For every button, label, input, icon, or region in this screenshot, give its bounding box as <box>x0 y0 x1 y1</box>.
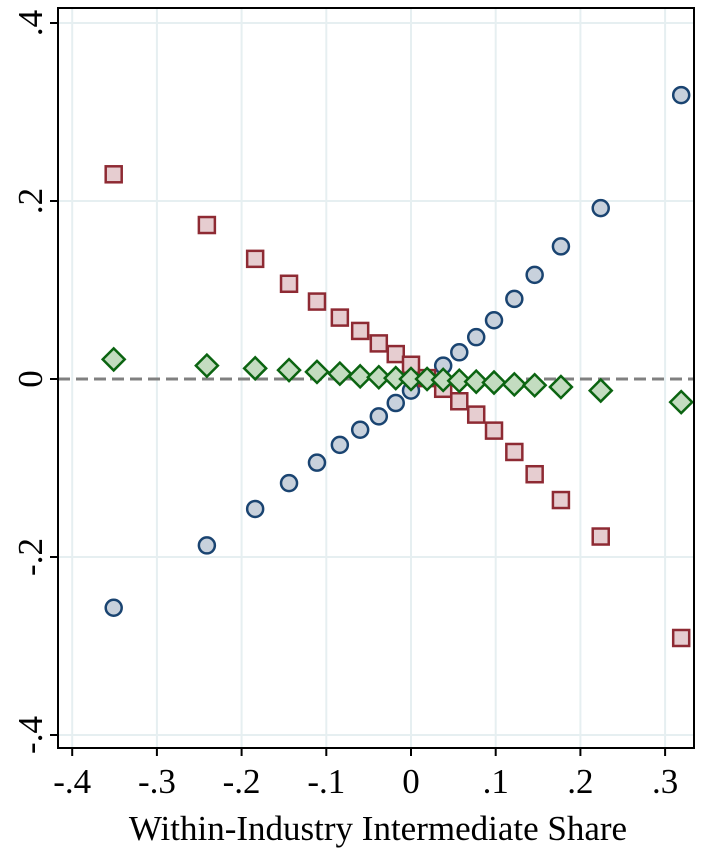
square-point <box>386 344 406 364</box>
x-tick-label: -.3 <box>138 762 176 801</box>
circle-point <box>671 85 691 105</box>
circle-point <box>279 473 299 493</box>
data-points <box>100 85 694 648</box>
diamond-point <box>327 360 353 387</box>
circle-point <box>484 311 504 330</box>
diamond-point <box>347 363 373 390</box>
circle-point <box>450 343 469 362</box>
square-point <box>671 628 691 648</box>
diamond-point <box>242 355 268 382</box>
square-point <box>350 321 370 341</box>
diamond-point <box>276 357 302 383</box>
x-tick-label: -.2 <box>223 762 261 801</box>
circle-point <box>307 453 327 472</box>
circle-point <box>525 265 544 285</box>
x-tick-label: .1 <box>483 762 509 801</box>
diamond-point <box>100 346 127 373</box>
square-point <box>104 165 123 184</box>
diamond-point <box>548 374 574 400</box>
circle-point <box>369 407 389 426</box>
square-point <box>245 249 265 269</box>
diamond-point <box>446 368 473 394</box>
circle-point <box>330 435 350 455</box>
x-axis-label: Within-Industry Intermediate Share <box>129 809 627 848</box>
diamond-point <box>501 371 528 398</box>
square-point <box>591 527 610 546</box>
diamond-point <box>194 352 220 379</box>
y-tick-label: 0 <box>11 370 50 388</box>
circle-point <box>245 499 265 519</box>
circle-point <box>350 420 370 439</box>
x-tick-label: -.4 <box>53 762 91 801</box>
y-tick-label: -.2 <box>11 538 50 576</box>
series-circle <box>104 85 691 617</box>
square-point <box>330 308 350 327</box>
diamond-point <box>304 359 330 385</box>
diamond-point <box>668 389 694 415</box>
square-point <box>197 215 217 235</box>
diamond-point <box>366 364 392 390</box>
square-point <box>484 421 504 440</box>
circle-point <box>197 536 217 555</box>
diamond-point <box>463 368 489 395</box>
circle-point <box>505 289 524 309</box>
square-point <box>307 292 327 311</box>
square-point <box>369 334 389 353</box>
diamond-point <box>587 377 614 404</box>
diamond-point <box>430 367 456 393</box>
circle-point <box>104 598 123 617</box>
diamond-point <box>521 372 548 398</box>
square-point <box>450 392 469 411</box>
x-axis-ticks: -.4 -.3 -.2 -.1 0 .1 .2 .3 <box>53 748 678 801</box>
square-point <box>525 464 544 484</box>
y-axis-ticks: -.4 -.2 0 .2 .4 <box>11 10 58 754</box>
y-tick-label: -.4 <box>11 716 50 754</box>
square-point <box>466 405 486 424</box>
circle-point <box>386 393 406 413</box>
square-point <box>279 274 299 294</box>
square-point <box>551 490 571 510</box>
x-tick-label: .3 <box>652 762 678 801</box>
diamond-point <box>414 366 440 392</box>
x-tick-label: 0 <box>402 762 420 801</box>
y-tick-label: .4 <box>11 10 50 36</box>
x-tick-label: -.1 <box>307 762 345 801</box>
series-diamond <box>100 346 694 415</box>
square-point <box>505 442 524 462</box>
diamond-point <box>481 369 507 396</box>
x-tick-label: .2 <box>567 762 593 801</box>
circle-point <box>466 327 486 347</box>
circle-point <box>551 237 571 256</box>
circle-point <box>591 198 610 218</box>
y-tick-label: .2 <box>11 188 50 214</box>
